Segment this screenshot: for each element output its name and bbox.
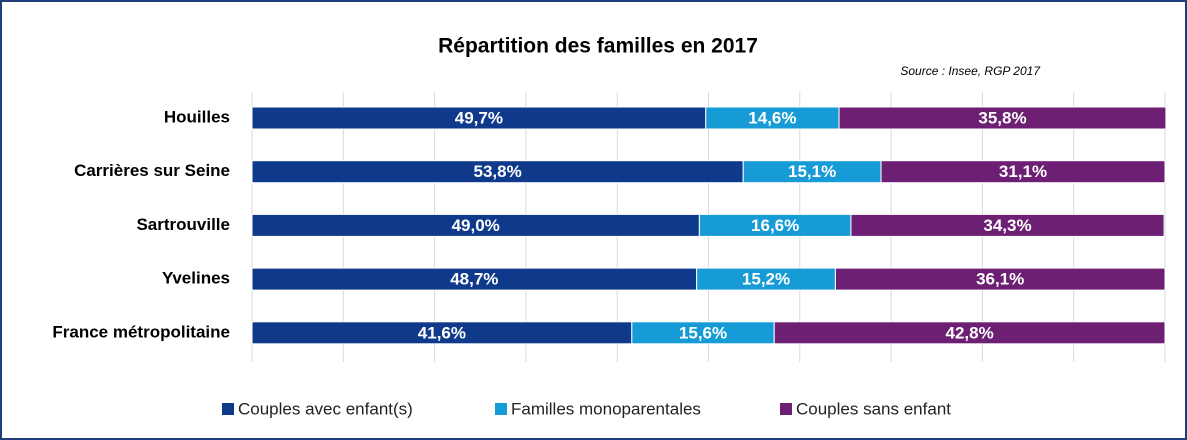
data-label: 31,1% <box>999 162 1047 181</box>
legend-swatch <box>780 403 792 415</box>
data-label: 49,0% <box>452 216 500 235</box>
data-label: 48,7% <box>450 270 498 289</box>
data-label: 49,7% <box>455 108 503 127</box>
data-label: 35,8% <box>978 108 1026 127</box>
chart-title: Répartition des familles en 2017 <box>438 35 758 58</box>
data-label: 36,1% <box>976 270 1024 289</box>
y-tick-label: Yvelines <box>162 269 230 288</box>
bar-segment <box>834 267 1166 291</box>
y-tick-label: Carrières sur Seine <box>74 161 230 180</box>
data-label: 15,2% <box>742 270 790 289</box>
y-tick-label: Houilles <box>164 107 230 126</box>
legend-label: Couples sans enfant <box>796 399 951 418</box>
legend-label: Couples avec enfant(s) <box>238 399 413 418</box>
bar-segment <box>850 213 1165 237</box>
y-tick-label: France métropolitaine <box>52 322 230 341</box>
data-label: 14,6% <box>748 108 796 127</box>
source: Source : Insee, RGP 2017 <box>900 64 1041 78</box>
legend-swatch <box>495 403 507 415</box>
bar-segment <box>838 106 1167 130</box>
data-label: 42,8% <box>946 323 994 342</box>
data-label: 34,3% <box>983 216 1031 235</box>
data-label: 53,8% <box>473 162 521 181</box>
y-tick-label: Sartrouville <box>136 215 230 234</box>
data-label: 15,6% <box>679 323 727 342</box>
legend-label: Familles monoparentales <box>511 399 701 418</box>
legend-swatch <box>222 403 234 415</box>
data-label: 15,1% <box>788 162 836 181</box>
bar-segment <box>773 321 1166 345</box>
data-label: 16,6% <box>751 216 799 235</box>
bar-segment <box>880 160 1166 184</box>
data-label: 41,6% <box>418 323 466 342</box>
